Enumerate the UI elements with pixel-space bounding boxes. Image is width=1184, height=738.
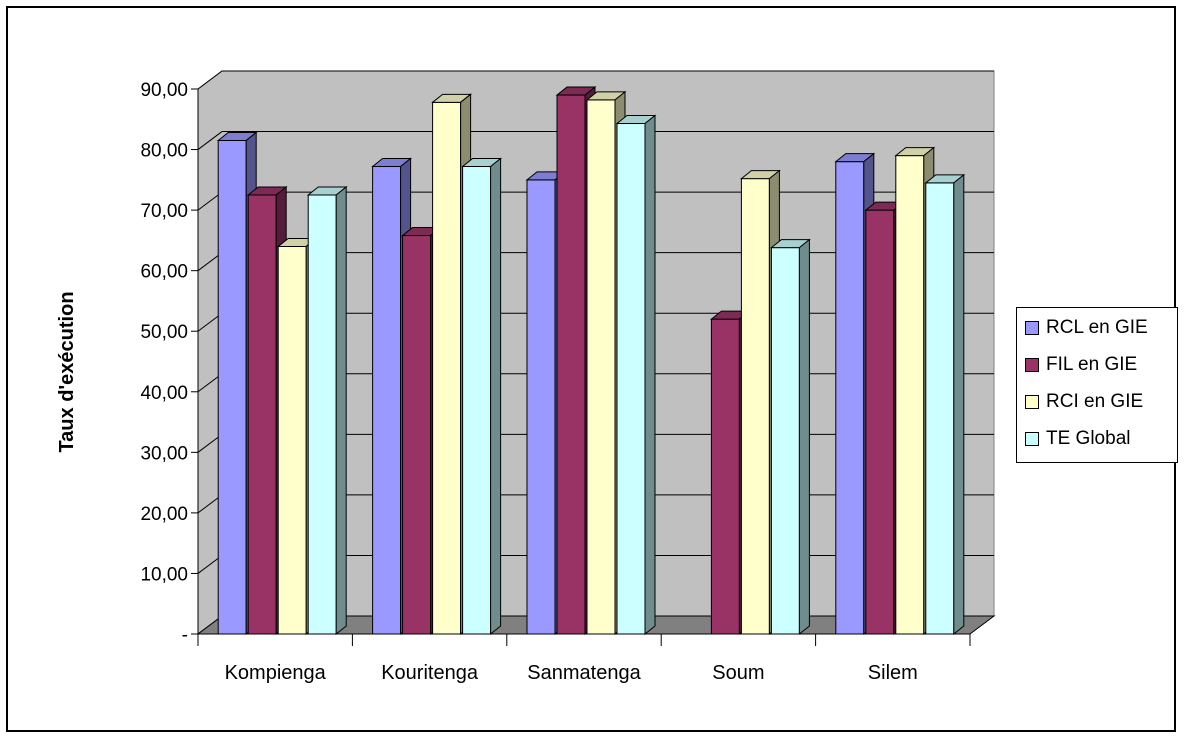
bar [461, 157, 503, 636]
bar-side [335, 185, 347, 636]
bars [216, 86, 966, 636]
bar-front [217, 139, 247, 635]
legend-label: FIL en GIE [1046, 354, 1138, 375]
legend-item: RCL en GIE [1025, 317, 1148, 339]
y-tick-label: 10,00 [140, 564, 188, 585]
legend-swatch [1025, 432, 1039, 446]
y-tick-label: - [182, 625, 188, 646]
legend-item: TE Global [1025, 428, 1130, 450]
x-tick-label: Sanmatenga [527, 662, 641, 684]
bar-front [865, 209, 895, 635]
bar-side [644, 114, 656, 636]
legend: RCL en GIE FIL en GIE RCI en GIE TE Global [1016, 307, 1178, 463]
bar-front [372, 166, 402, 635]
legend-swatch [1025, 358, 1039, 372]
bar-front [586, 99, 616, 635]
x-tick-label: Silem [868, 662, 918, 684]
bar-front [556, 94, 586, 635]
x-tick-label: Soum [712, 662, 764, 684]
bar-front [770, 247, 800, 635]
bar-front [835, 161, 865, 635]
bar-front [710, 318, 740, 635]
x-tick-label: Kompienga [225, 662, 327, 684]
legend-label: RCI en GIE [1046, 391, 1144, 412]
axes [191, 88, 971, 646]
x-tick-label: Kouritenga [381, 662, 479, 684]
bar-front [402, 235, 432, 635]
legend-item: FIL en GIE [1025, 354, 1137, 376]
bar-front [247, 194, 277, 635]
bar-front [526, 179, 556, 635]
bar-front [925, 182, 955, 635]
bar-front [432, 101, 462, 635]
bar-side [953, 173, 965, 636]
bar-front [307, 194, 337, 635]
bar [615, 114, 657, 636]
bar-side [798, 238, 810, 636]
legend-item: RCI en GIE [1025, 391, 1143, 413]
legend-swatch [1025, 395, 1039, 409]
y-tick-label: 90,00 [140, 80, 188, 101]
y-tick-label: 20,00 [140, 504, 188, 525]
bar-front [740, 178, 770, 635]
legend-label: RCL en GIE [1046, 317, 1148, 338]
y-axis-title: Taux d'exécution [56, 291, 78, 452]
gridline [197, 70, 994, 90]
bar [306, 185, 348, 636]
y-tick-label: 80,00 [140, 141, 188, 162]
y-tick-label: 40,00 [140, 383, 188, 404]
y-tick-label: 70,00 [140, 201, 188, 222]
tick-labels: - 10,00 20,00 30,00 40,00 50,00 60,00 70,00 80,0… [140, 80, 917, 684]
bar [924, 173, 966, 636]
bar-front [895, 155, 925, 635]
bar-front [277, 245, 307, 635]
legend-swatch [1025, 321, 1039, 335]
gridline [197, 131, 994, 150]
legend-label: TE Global [1046, 428, 1131, 449]
y-tick-label: 30,00 [140, 443, 188, 464]
bar-front [462, 166, 492, 635]
bar-front [616, 123, 646, 635]
y-tick-label: 60,00 [140, 262, 188, 283]
bar [769, 238, 811, 636]
y-tick-label: 50,00 [140, 322, 188, 343]
bar-side [490, 157, 502, 636]
